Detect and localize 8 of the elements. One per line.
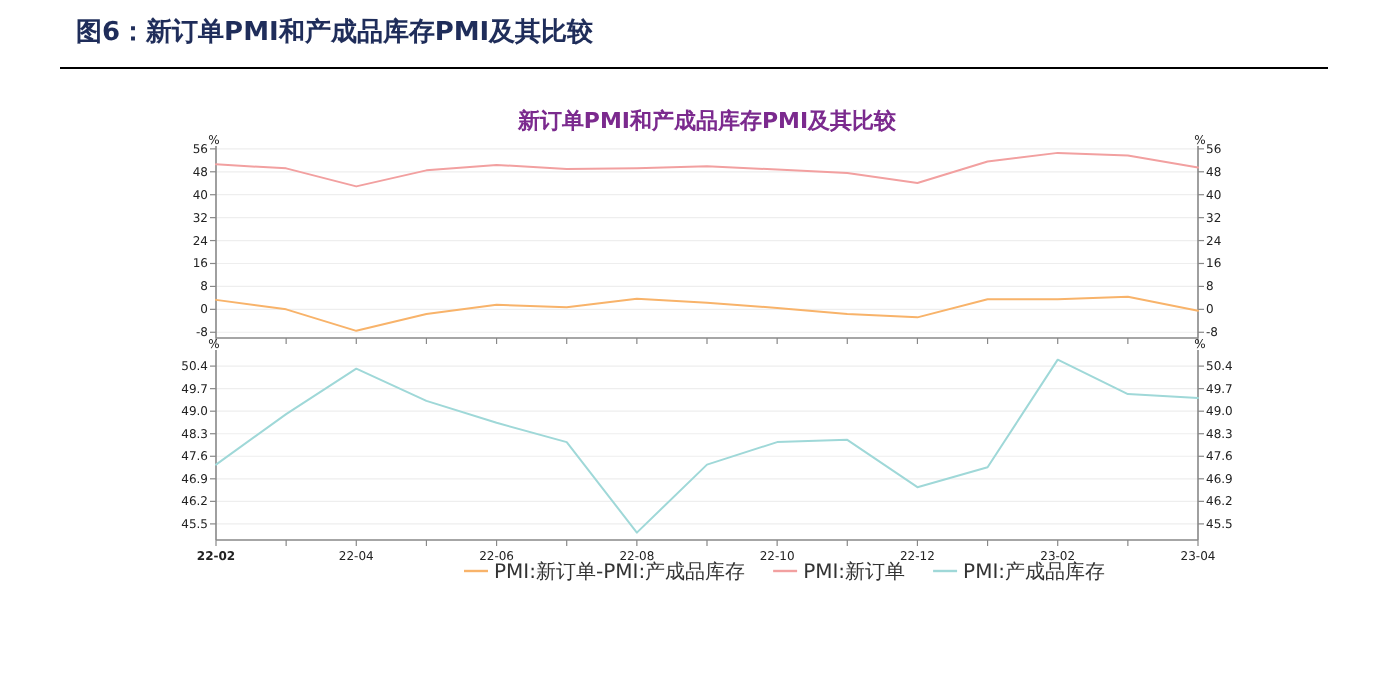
chart-subtitle: 新订单PMI和产成品库存PMI及其比较 <box>515 108 899 134</box>
legend-label: PMI:新订单-PMI:产成品库存 <box>494 560 746 584</box>
legend-label: PMI:新订单 <box>803 560 906 584</box>
line-series <box>215 358 1199 534</box>
chart-title: 图6：新订单PMI和产成品库存PMI及其比较 <box>76 16 596 48</box>
legend-label: PMI:产成品库存 <box>963 560 1106 584</box>
line-series <box>215 151 1199 188</box>
line-series <box>215 295 1199 332</box>
